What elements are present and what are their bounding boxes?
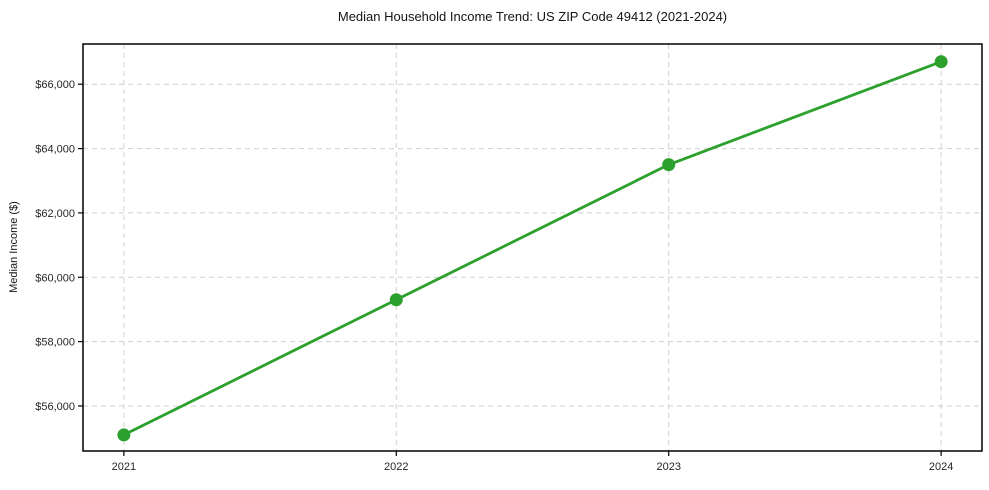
y-tick-label: $58,000 [35, 337, 75, 349]
x-tick-label: 2024 [929, 461, 953, 473]
data-point-marker [934, 55, 948, 69]
data-point-marker [117, 428, 131, 442]
trend-line [122, 60, 943, 437]
y-tick-label: $62,000 [35, 208, 75, 220]
data-point-marker [389, 293, 403, 307]
y-tick-label: $64,000 [35, 144, 75, 156]
y-axis-label: Median Income ($) [8, 201, 20, 293]
y-tick-label: $60,000 [35, 272, 75, 284]
x-tick-label: 2023 [656, 461, 680, 473]
x-tick-label: 2022 [384, 461, 408, 473]
plot-border [82, 43, 983, 452]
y-tick-label: $66,000 [35, 79, 75, 91]
chart-title: Median Household Income Trend: US ZIP Co… [337, 9, 728, 24]
data-point-marker [662, 158, 676, 172]
y-tick-label: $56,000 [35, 401, 75, 413]
x-tick-label: 2021 [112, 461, 136, 473]
